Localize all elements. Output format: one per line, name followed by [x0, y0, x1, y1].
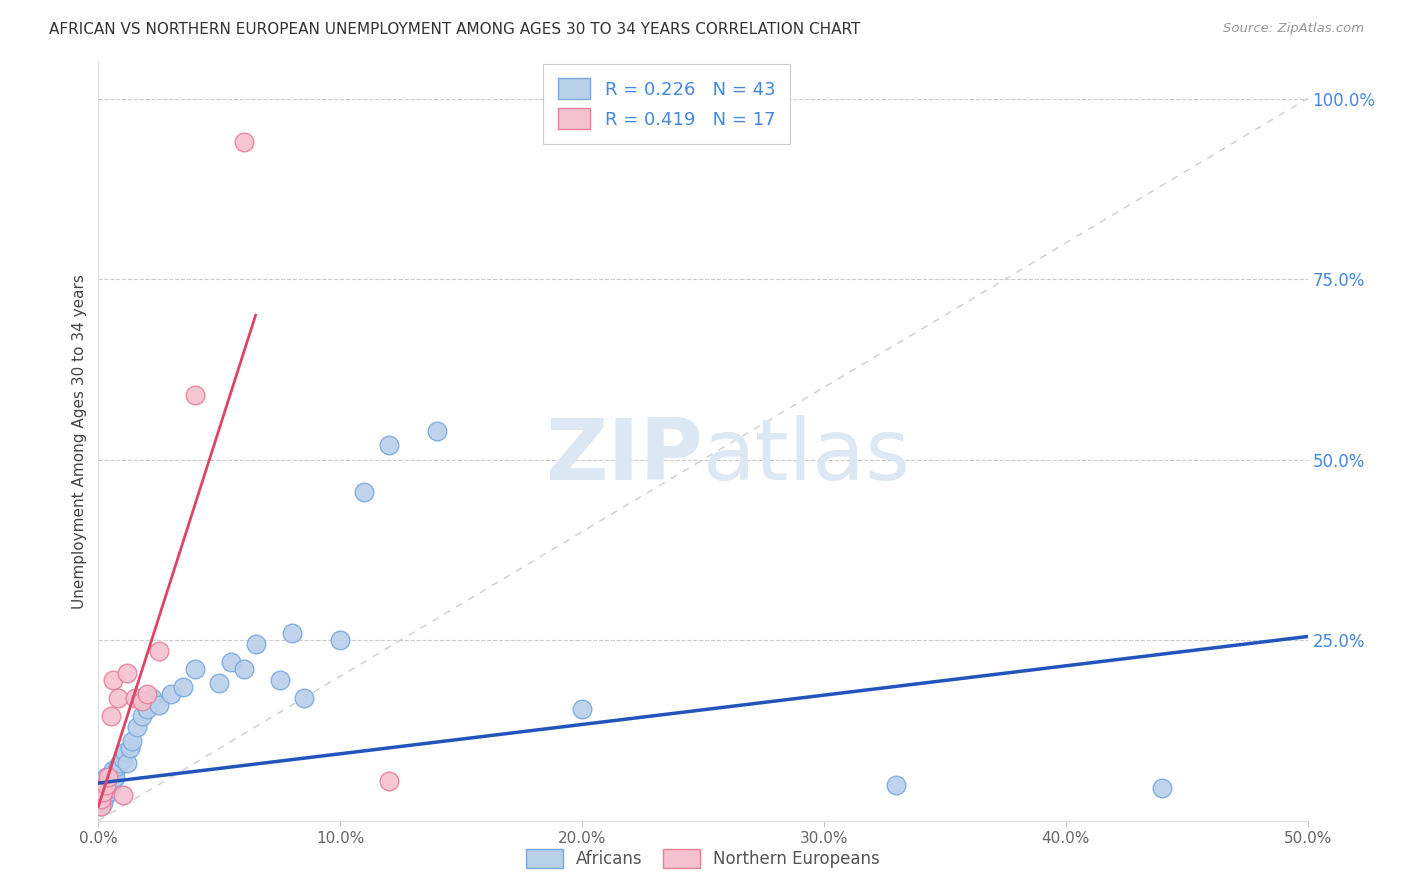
Point: [426, 424, 449, 438]
Point: [90, 799, 112, 814]
Point: [377, 438, 399, 452]
Point: [91, 785, 114, 799]
Point: [269, 673, 291, 687]
Point: [135, 687, 157, 701]
Point: [107, 759, 129, 773]
Point: [117, 665, 139, 680]
Point: [107, 690, 129, 705]
Point: [97, 785, 120, 799]
Point: [111, 789, 134, 803]
Point: [104, 770, 127, 784]
Point: [90, 799, 112, 814]
Text: ZIP: ZIP: [546, 415, 703, 499]
Text: Source: ZipAtlas.com: Source: ZipAtlas.com: [1223, 22, 1364, 36]
Point: [232, 135, 254, 149]
Point: [101, 773, 124, 788]
Point: [100, 709, 122, 723]
Point: [94, 789, 117, 803]
Text: AFRICAN VS NORTHERN EUROPEAN UNEMPLOYMENT AMONG AGES 30 TO 34 YEARS CORRELATION : AFRICAN VS NORTHERN EUROPEAN UNEMPLOYMEN…: [49, 22, 860, 37]
Point: [91, 785, 114, 799]
Point: [114, 745, 136, 759]
Point: [100, 766, 122, 780]
Point: [90, 792, 112, 806]
Point: [100, 781, 122, 796]
Point: [886, 778, 908, 792]
Point: [292, 690, 315, 705]
Legend: R = 0.226   N = 43, R = 0.419   N = 17: R = 0.226 N = 43, R = 0.419 N = 17: [544, 64, 790, 144]
Point: [101, 763, 124, 777]
Point: [127, 720, 149, 734]
Point: [117, 756, 139, 770]
Point: [101, 673, 124, 687]
Point: [131, 694, 153, 708]
Point: [90, 792, 112, 806]
Point: [91, 796, 114, 810]
Point: [131, 709, 153, 723]
Point: [208, 676, 231, 690]
Point: [160, 687, 183, 701]
Point: [135, 702, 157, 716]
Point: [141, 690, 163, 705]
Point: [245, 637, 267, 651]
Point: [94, 770, 117, 784]
Y-axis label: Unemployment Among Ages 30 to 34 years: Unemployment Among Ages 30 to 34 years: [72, 274, 87, 609]
Point: [281, 626, 304, 640]
Point: [172, 680, 194, 694]
Point: [118, 741, 141, 756]
Point: [329, 633, 352, 648]
Text: atlas: atlas: [703, 415, 911, 499]
Point: [94, 778, 117, 792]
Point: [571, 702, 593, 716]
Point: [121, 734, 143, 748]
Point: [111, 752, 134, 766]
Point: [97, 770, 120, 784]
Point: [221, 655, 243, 669]
Point: [108, 756, 131, 770]
Point: [353, 485, 375, 500]
Point: [124, 690, 146, 705]
Point: [97, 773, 120, 788]
Point: [184, 662, 207, 676]
Point: [94, 778, 117, 792]
Point: [184, 387, 207, 401]
Point: [377, 773, 399, 788]
Point: [148, 644, 170, 658]
Point: [148, 698, 170, 712]
Point: [232, 662, 254, 676]
Legend: Africans, Northern Europeans: Africans, Northern Europeans: [520, 842, 886, 875]
Point: [1152, 781, 1174, 796]
